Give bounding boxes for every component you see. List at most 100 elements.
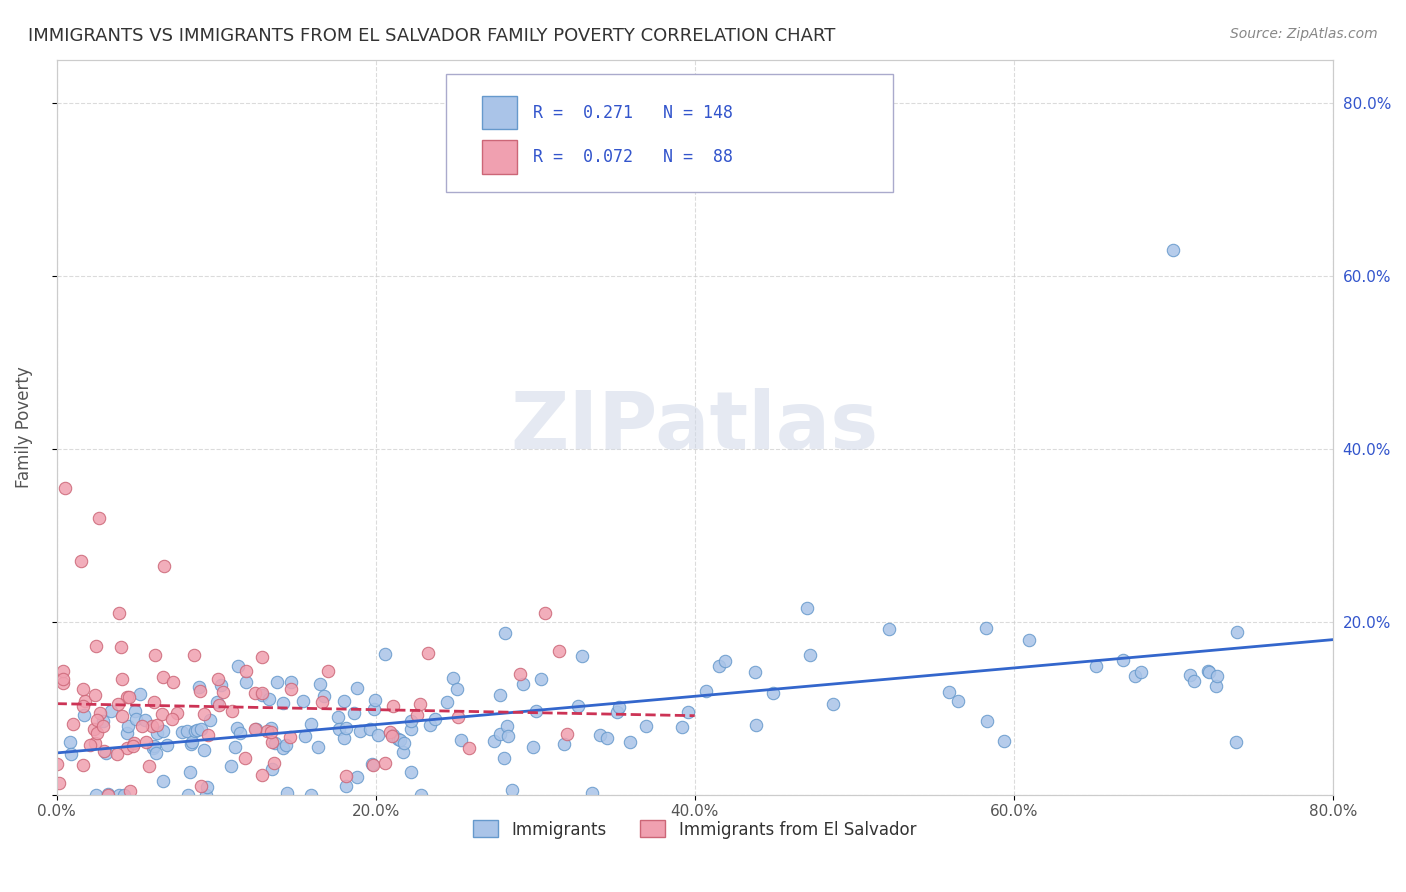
Point — [118, 690, 141, 705]
Point — [52, 664, 75, 678]
Point — [108, 606, 131, 620]
Point — [73, 708, 96, 723]
Point — [1018, 632, 1040, 647]
Point — [311, 695, 333, 709]
Point — [111, 709, 134, 723]
Point — [193, 706, 215, 721]
Text: R =  0.271   N = 148: R = 0.271 N = 148 — [533, 103, 733, 121]
Point — [399, 723, 422, 737]
Point — [495, 718, 517, 732]
Point — [1198, 665, 1220, 679]
Point — [606, 706, 628, 720]
Point — [84, 788, 107, 802]
Point — [53, 481, 76, 495]
Point — [619, 734, 641, 748]
Point — [112, 788, 135, 802]
Point — [671, 720, 693, 734]
Point — [186, 723, 208, 737]
Point — [607, 700, 630, 714]
Point — [211, 685, 233, 699]
Point — [228, 725, 250, 739]
Text: Source: ZipAtlas.com: Source: ZipAtlas.com — [1230, 27, 1378, 41]
Point — [1178, 668, 1201, 682]
Point — [494, 625, 516, 640]
Point — [263, 736, 285, 750]
Point — [46, 757, 69, 772]
Point — [73, 693, 96, 707]
Point — [1182, 673, 1205, 688]
Point — [183, 648, 205, 662]
Point — [335, 769, 357, 783]
Point — [122, 736, 145, 750]
Point — [676, 705, 699, 719]
Point — [381, 728, 404, 742]
Point — [328, 710, 350, 724]
FancyBboxPatch shape — [446, 74, 893, 192]
Text: ZIPatlas: ZIPatlas — [510, 388, 879, 467]
Point — [193, 743, 215, 757]
Point — [596, 731, 619, 745]
Point — [195, 780, 218, 794]
Point — [207, 672, 229, 686]
Point — [188, 684, 211, 698]
Point — [235, 675, 257, 690]
Point — [221, 704, 243, 718]
Point — [1161, 243, 1184, 257]
Point — [946, 694, 969, 708]
Point — [363, 702, 385, 716]
Point — [150, 707, 173, 722]
Point — [450, 733, 472, 747]
Point — [409, 697, 432, 711]
Point — [276, 786, 298, 800]
Point — [224, 740, 246, 755]
Point — [93, 714, 115, 728]
Point — [567, 699, 589, 714]
Point — [166, 706, 188, 721]
Point — [207, 695, 229, 709]
Point — [309, 677, 332, 691]
Point — [84, 688, 107, 702]
Point — [799, 648, 821, 662]
Point — [436, 695, 458, 709]
Point — [333, 693, 356, 707]
Point — [145, 746, 167, 760]
Point — [233, 750, 256, 764]
Point — [524, 705, 547, 719]
Point — [346, 770, 368, 784]
Point — [252, 650, 274, 665]
Point — [335, 721, 357, 735]
Point — [392, 735, 415, 749]
Point — [141, 719, 163, 733]
Point — [62, 716, 84, 731]
Point — [349, 724, 371, 739]
Point — [482, 734, 505, 748]
Point — [589, 728, 612, 742]
Point — [145, 726, 167, 740]
Point — [496, 730, 519, 744]
Point — [489, 727, 512, 741]
Point — [359, 722, 381, 736]
Point — [245, 723, 267, 737]
Point — [548, 644, 571, 658]
Point — [419, 717, 441, 731]
Point — [744, 718, 766, 732]
Point — [509, 667, 531, 681]
Point — [512, 677, 534, 691]
Point — [245, 723, 267, 737]
Point — [84, 736, 107, 750]
Point — [52, 676, 75, 690]
Point — [86, 713, 108, 727]
Point — [581, 786, 603, 800]
Point — [198, 714, 221, 728]
Text: IMMIGRANTS VS IMMIGRANTS FROM EL SALVADOR FAMILY POVERTY CORRELATION CHART: IMMIGRANTS VS IMMIGRANTS FROM EL SALVADO… — [28, 27, 835, 45]
Point — [399, 765, 422, 780]
Point — [346, 681, 368, 696]
Point — [122, 739, 145, 753]
Point — [228, 658, 250, 673]
Point — [447, 710, 470, 724]
Point — [100, 704, 122, 718]
Point — [176, 724, 198, 739]
Point — [86, 725, 108, 739]
Point — [138, 759, 160, 773]
Point — [1112, 653, 1135, 667]
